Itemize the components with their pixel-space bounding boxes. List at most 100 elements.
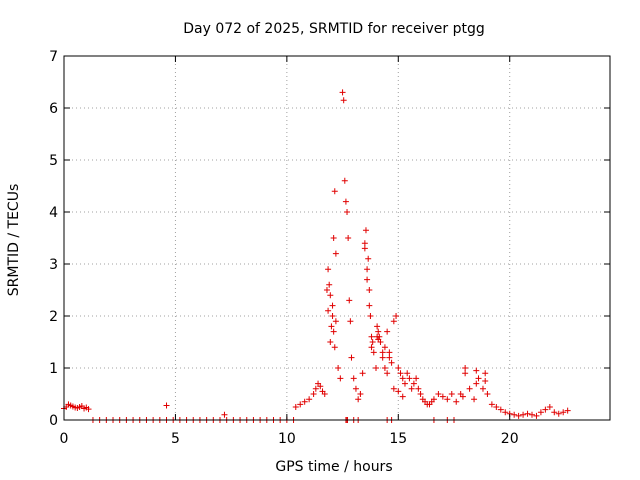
data-point (368, 344, 375, 351)
data-point (326, 281, 333, 288)
data-point (542, 406, 549, 413)
data-point (399, 375, 406, 382)
data-point (560, 409, 567, 416)
x-tick-label: 0 (60, 431, 69, 447)
data-point (335, 365, 342, 371)
data-point (511, 411, 518, 418)
data-point (381, 344, 388, 351)
data-point (329, 313, 336, 319)
data-point (347, 318, 354, 325)
data-point (310, 391, 317, 397)
data-point (374, 333, 381, 340)
data-point (325, 307, 332, 314)
data-point (306, 396, 313, 403)
data-point (364, 266, 371, 273)
data-point (479, 385, 486, 392)
data-point (397, 370, 404, 377)
data-point (430, 396, 437, 403)
data-point (502, 409, 509, 416)
data-point (515, 412, 522, 419)
data-point (555, 410, 562, 417)
data-point (524, 410, 531, 417)
data-point (361, 240, 368, 247)
data-point (404, 370, 411, 377)
data-point (346, 297, 353, 304)
y-tick-label: 3 (49, 257, 58, 273)
data-point (297, 401, 304, 408)
data-point (462, 365, 469, 371)
data-point (466, 385, 473, 392)
data-point (462, 370, 469, 377)
data-point (520, 411, 527, 418)
x-tick-label: 20 (501, 431, 519, 447)
data-point (344, 209, 351, 215)
data-point (384, 370, 391, 377)
data-point (369, 339, 376, 345)
plot-frame (63, 55, 611, 421)
data-point (348, 354, 355, 361)
data-point (471, 396, 478, 403)
data-point (365, 255, 372, 262)
data-point (350, 375, 357, 382)
data-point (488, 401, 495, 408)
data-point (497, 406, 504, 413)
data-point (493, 404, 500, 410)
data-point (329, 302, 336, 309)
data-point (341, 177, 348, 184)
data-point (388, 359, 395, 366)
data-point (370, 349, 377, 356)
data-point (355, 396, 362, 403)
y-tick-label: 0 (49, 413, 58, 429)
data-point (393, 313, 400, 319)
x-axis-label: GPS time / hours (275, 459, 392, 475)
data-point (390, 318, 397, 325)
x-tick-label: 10 (278, 431, 296, 447)
data-point (367, 313, 374, 319)
y-axis-label: SRMTID / TECUs (6, 184, 22, 297)
data-point (340, 97, 347, 104)
data-point (415, 385, 422, 392)
data-point (551, 409, 558, 416)
data-point (373, 365, 379, 371)
data-point (352, 385, 359, 392)
data-point (546, 404, 553, 410)
data-point (379, 349, 386, 356)
data-point (459, 393, 466, 400)
data-point (332, 250, 339, 257)
data-point (533, 412, 540, 419)
data-point (312, 385, 319, 392)
y-tick-label: 7 (49, 49, 58, 65)
data-point (439, 393, 446, 400)
data-point (361, 245, 368, 252)
data-point (331, 188, 338, 195)
data-point (417, 391, 424, 397)
data-point (475, 375, 482, 382)
data-point (444, 396, 451, 403)
data-point (374, 323, 381, 330)
data-point (366, 287, 373, 293)
data-point (317, 383, 324, 390)
data-point (342, 198, 349, 205)
data-point (482, 378, 489, 384)
data-point (448, 391, 455, 397)
data-point (384, 328, 391, 335)
data-point (395, 388, 402, 395)
data-point (359, 370, 366, 377)
data-point (325, 266, 332, 273)
data-point (395, 365, 402, 371)
data-point (331, 344, 338, 351)
x-tick-label: 15 (389, 431, 407, 447)
data-point (473, 367, 480, 374)
data-point (406, 375, 413, 382)
data-point (339, 89, 346, 96)
data-point (453, 398, 460, 405)
data-point (375, 336, 382, 343)
y-tick-label: 2 (49, 309, 58, 325)
data-point (364, 276, 371, 283)
data-point (357, 391, 364, 397)
data-point (413, 375, 420, 382)
data-point (537, 409, 544, 416)
data-point (386, 354, 393, 361)
data-point (221, 411, 228, 418)
data-point (321, 391, 328, 397)
